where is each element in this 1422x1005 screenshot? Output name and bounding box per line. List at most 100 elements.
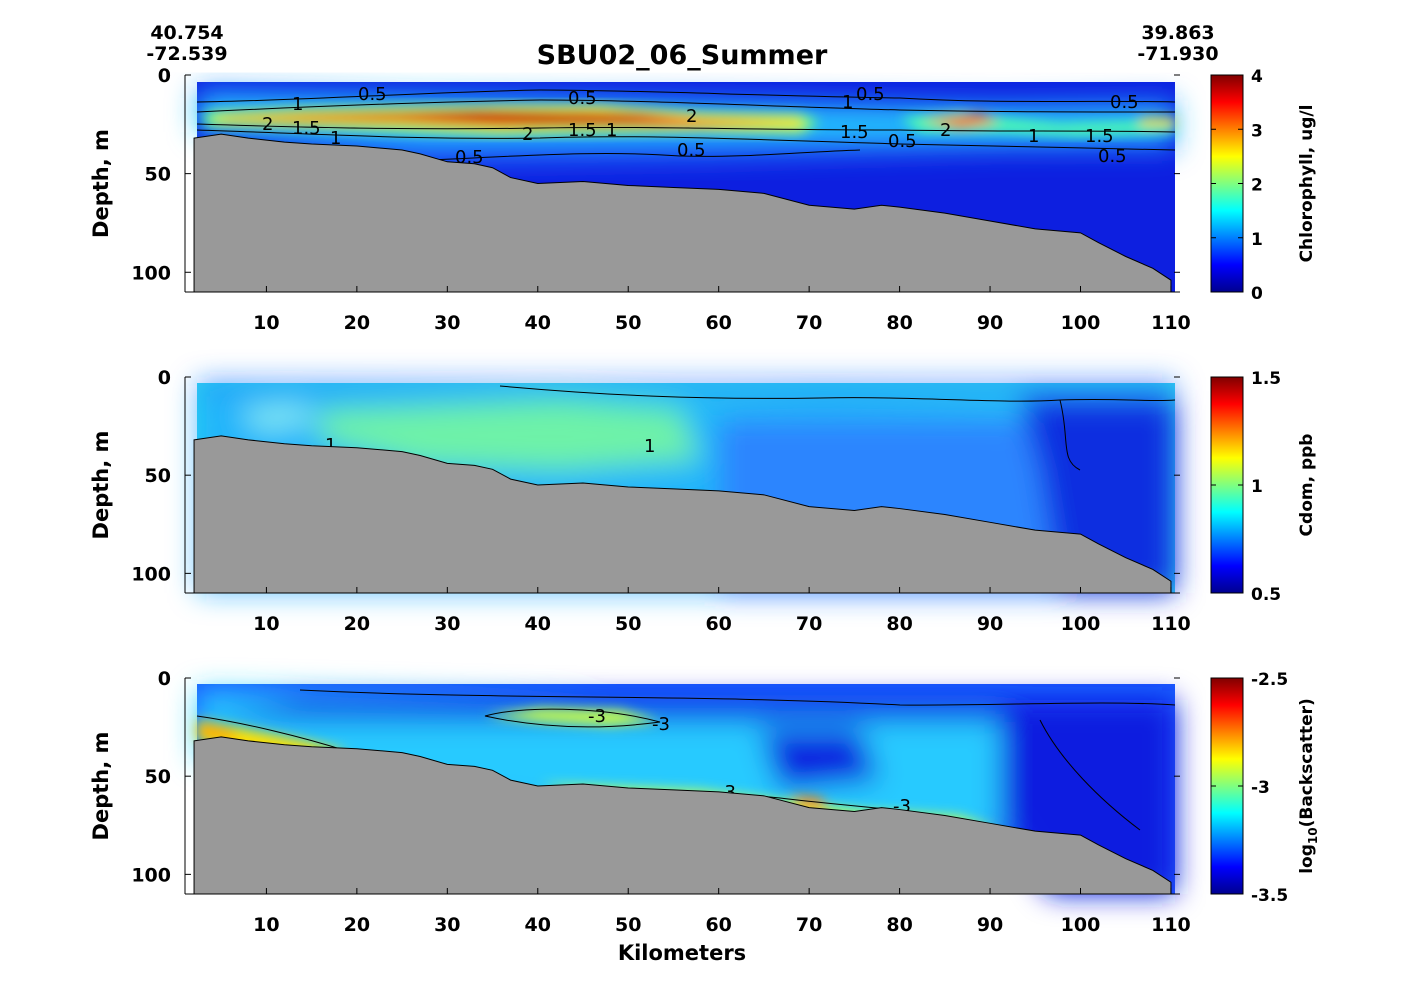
contour-label: 1.5 [840, 122, 869, 143]
y-tick-label: 100 [131, 262, 171, 284]
chlorophyll-colorbar-label: Chlorophyll, ug/l [1297, 105, 1317, 263]
y-tick-label: 50 [145, 164, 171, 186]
chlorophyll-field: 0.5 0.5 0.5 0.5 0.5 0.5 0.5 0.5 1 1 1 1 … [196, 82, 1176, 292]
contour-label: 0.5 [677, 140, 706, 161]
contour-label: 0.5 [856, 84, 885, 105]
x-tick-label: 100 [1061, 312, 1101, 334]
contour-label: 1 [842, 92, 853, 113]
x-tick-label: 110 [1151, 613, 1191, 635]
x-tick-label: 10 [253, 312, 279, 334]
contour-label: 0.5 [1098, 146, 1127, 167]
x-tick-label: 10 [253, 613, 279, 635]
colorbar-tick-label: 4 [1251, 67, 1263, 87]
backscatter-colorbar-label: log10(Backscatter) [1297, 698, 1320, 874]
x-tick-label: 100 [1061, 914, 1101, 936]
contour-label: 1 [292, 94, 303, 115]
x-tick-label: 20 [344, 312, 370, 334]
contour-label: 1 [644, 436, 655, 457]
x-tick-label: 40 [525, 312, 551, 334]
depth-axis-label: Depth, m [89, 732, 113, 841]
contour-label: 2 [940, 120, 951, 141]
x-tick-label: 70 [796, 312, 822, 334]
cdom-colorbar-label: Cdom, ppb [1297, 434, 1317, 537]
figure-title: SBU02_06_Summer [537, 40, 828, 71]
contour-label: 2 [522, 124, 533, 145]
x-tick-label: 30 [434, 312, 460, 334]
chlorophyll-axes: 10 20 30 40 50 60 70 80 90 100 110 0 50 100 [131, 65, 1190, 334]
contour-label: 0.5 [1110, 92, 1139, 113]
x-tick-label: 10 [253, 914, 279, 936]
y-tick-label: 100 [131, 563, 171, 585]
start-latitude: 40.754 [150, 22, 223, 44]
colorbar-tick-label: 0.5 [1251, 585, 1281, 605]
x-tick-label: 60 [705, 613, 731, 635]
x-tick-label: 40 [525, 613, 551, 635]
x-tick-label: 50 [615, 613, 641, 635]
colorbar-gradient [1210, 677, 1244, 895]
backscatter-panel: -3 -3 -3 -3 1020304050607080901001100501… [89, 668, 1320, 936]
colorbar-tick-label: 3 [1251, 121, 1263, 141]
depth-axis-label: Depth, m [89, 431, 113, 540]
x-tick-label: 60 [705, 914, 731, 936]
y-tick-label: 0 [158, 65, 171, 87]
x-tick-label: 30 [434, 914, 460, 936]
y-tick-label: 0 [158, 367, 171, 389]
y-tick-label: 50 [145, 766, 171, 788]
contour-label: 0.5 [568, 88, 597, 109]
seafloor-bottom [193, 133, 1172, 293]
x-tick-label: 110 [1151, 914, 1191, 936]
colorbar-tick-label: -2.5 [1251, 670, 1288, 690]
x-tick-label: 70 [796, 613, 822, 635]
contour-label: 2 [262, 114, 273, 135]
contour-label: 1 [606, 120, 617, 141]
colorbar-tick-label: 1 [1251, 230, 1263, 250]
contour-label: -3 [652, 714, 670, 735]
x-tick-label: 40 [525, 914, 551, 936]
colorbar-tick-label: 2 [1251, 176, 1263, 196]
x-tick-label: 80 [886, 312, 912, 334]
contour-label: 1.5 [1085, 126, 1114, 147]
chlorophyll-colorbar: 0 1 2 3 4 [1210, 67, 1263, 304]
x-tick-label: 80 [886, 613, 912, 635]
colorbar-tick-label: 1.5 [1251, 369, 1281, 389]
x-tick-label: 100 [1061, 613, 1101, 635]
contour-label: 0.5 [358, 84, 387, 105]
colorbar-gradient [1210, 376, 1244, 594]
x-tick-label: 30 [434, 613, 460, 635]
contour-label: 1.5 [568, 120, 597, 141]
y-tick-label: 0 [158, 668, 171, 690]
x-tick-label: 90 [977, 914, 1003, 936]
x-tick-label: 20 [344, 613, 370, 635]
contour-label: 1 [325, 435, 336, 456]
chlorophyll-panel: 0.5 0.5 0.5 0.5 0.5 0.5 0.5 0.5 1 1 1 1 … [89, 65, 1317, 334]
start-longitude: -72.539 [146, 43, 227, 65]
chlorophyll-contour-labels: 0.5 0.5 0.5 0.5 0.5 0.5 0.5 0.5 1 1 1 1 … [262, 84, 1139, 168]
contour-label: 1 [330, 128, 341, 149]
x-axis-label: Kilometers [618, 941, 746, 965]
end-longitude: -71.930 [1137, 43, 1218, 65]
x-tick-label: 50 [615, 312, 641, 334]
backscatter-colorbar: -3.5 -3 -2.5 [1210, 670, 1288, 906]
x-tick-label: 90 [977, 613, 1003, 635]
contour-label: 2 [686, 106, 697, 127]
x-tick-label: 70 [796, 914, 822, 936]
backscatter-axes: 10 20 30 40 50 60 70 80 90 100 110 0 50 100 [131, 668, 1190, 936]
depth-axis-label: Depth, m [89, 129, 113, 238]
x-tick-label: 20 [344, 914, 370, 936]
cdom-panel: 1 1 10 20 30 40 50 60 70 80 90 100 110 0 50 100 Depth… [89, 367, 1317, 635]
contour-label: 0.5 [888, 131, 917, 152]
x-tick-label: 50 [615, 914, 641, 936]
x-tick-label: 90 [977, 312, 1003, 334]
colorbar-gradient [1210, 74, 1244, 293]
y-tick-label: 100 [131, 864, 171, 886]
seafloor-bottom [193, 736, 1172, 895]
cdom-contour-labels: 1 1 [325, 435, 655, 457]
contour-label: -3 [588, 706, 606, 727]
x-tick-label: 80 [886, 914, 912, 936]
x-tick-label: 110 [1151, 312, 1191, 334]
cdom-axes: 10 20 30 40 50 60 70 80 90 100 110 0 50 100 [131, 367, 1190, 635]
contour-label: 1 [1028, 126, 1039, 147]
colorbar-tick-label: -3 [1251, 778, 1270, 798]
seafloor-bottom [193, 435, 1172, 594]
